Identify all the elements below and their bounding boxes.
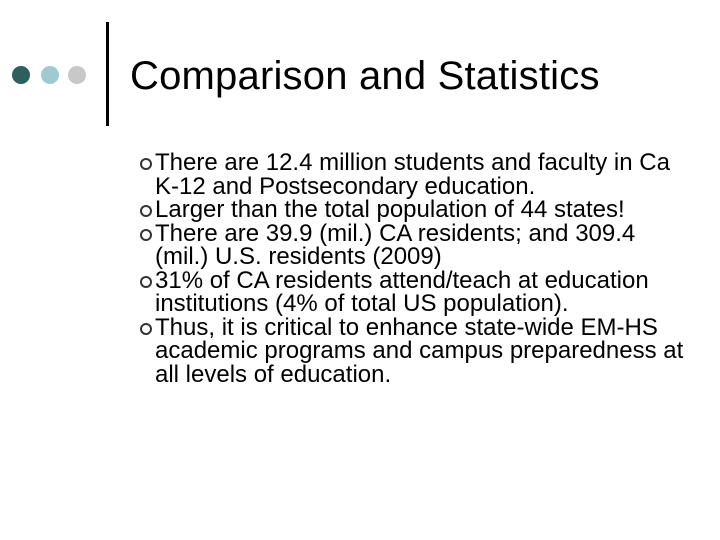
hollow-circle-bullet-icon bbox=[140, 158, 152, 170]
bullet-item: 31% of CA residents attend/teach at educ… bbox=[140, 266, 684, 317]
decorative-dot-gray bbox=[68, 66, 86, 84]
decorative-dot-dark bbox=[12, 66, 30, 84]
bullet-text: Larger than the total population of 44 s… bbox=[155, 196, 625, 223]
hollow-circle-bullet-icon bbox=[140, 205, 152, 217]
bullet-text: 31% of CA residents attend/teach at educ… bbox=[155, 266, 649, 317]
bullet-item: Thus, it is critical to enhance state-wi… bbox=[140, 313, 684, 388]
bullet-item: There are 12.4 million students and facu… bbox=[140, 149, 684, 200]
hollow-circle-bullet-icon bbox=[140, 228, 152, 241]
bullet-text: There are 12.4 million students and facu… bbox=[155, 149, 670, 200]
bullet-text: There are 39.9 (mil.) CA residents; and … bbox=[155, 219, 636, 270]
decorative-dot-light-teal bbox=[41, 66, 59, 84]
hollow-circle-bullet-icon bbox=[140, 275, 152, 288]
bullet-item: There are 39.9 (mil.) CA residents; and … bbox=[140, 219, 684, 270]
bullet-text: Thus, it is critical to enhance state-wi… bbox=[155, 313, 684, 388]
bullet-list: There are 12.4 million students and facu… bbox=[140, 149, 684, 388]
slide-title: Comparison and Statistics bbox=[130, 54, 600, 98]
bullet-item: Larger than the total population of 44 s… bbox=[140, 196, 684, 223]
decorative-dots bbox=[12, 66, 96, 84]
hollow-circle-bullet-icon bbox=[140, 322, 152, 335]
title-divider bbox=[106, 22, 109, 126]
